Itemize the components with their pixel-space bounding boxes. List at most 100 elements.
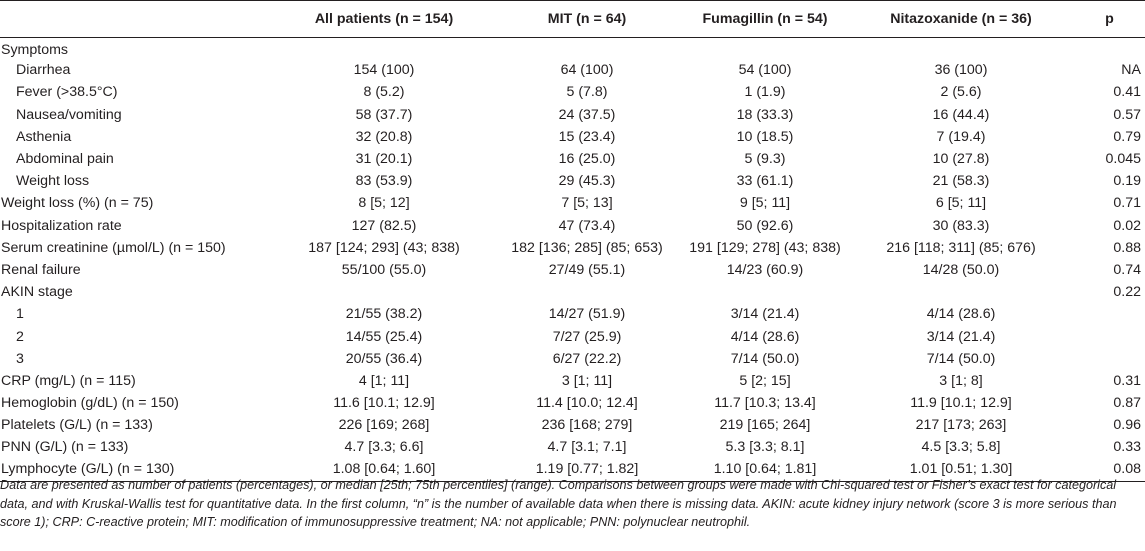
cell-mit: 15 (23.4) <box>558 128 616 145</box>
row-label: Abdominal pain <box>16 151 114 168</box>
cell-fumagillin: 14/23 (60.9) <box>726 261 804 278</box>
cell-fumagillin: 5 (9.3) <box>744 151 786 168</box>
cell-all-patients: 20/55 (36.4) <box>345 350 423 367</box>
cell-all-patients: 4 [1; 11] <box>358 372 410 389</box>
cell-nitazoxanide: 4.5 [3.3; 5.8] <box>921 439 1001 456</box>
cell-mit: 11.4 [10.0; 12.4] <box>536 395 638 412</box>
cell-p-value: 0.96 <box>1113 417 1141 434</box>
row-label: Lymphocyte (G/L) (n = 130) <box>1 461 175 478</box>
header-cell-mit: MIT (n = 64) <box>547 11 627 27</box>
cell-nitazoxanide: 1.01 [0.51; 1.30] <box>909 461 1013 478</box>
cell-mit: 47 (73.4) <box>558 217 616 234</box>
header-cell-fumagillin: Fumagillin (n = 54) <box>702 11 828 27</box>
cell-fumagillin: 1.10 [0.64; 1.81] <box>713 461 817 478</box>
row-label: Renal failure <box>1 261 81 278</box>
table-row: Diarrhea 154 (100) 64 (100) 54 (100) 36 (100… <box>0 60 1145 82</box>
table-row: AKIN stage 0.22 <box>0 282 1145 304</box>
cell-mit: 7/27 (25.9) <box>552 328 622 345</box>
cell-nitazoxanide: 36 (100) <box>934 62 988 79</box>
cell-fumagillin: 4/14 (28.6) <box>730 328 800 345</box>
row-label: Asthenia <box>16 128 72 145</box>
cell-fumagillin: 219 [165; 264] <box>719 417 811 434</box>
cell-p-value: 0.79 <box>1113 128 1141 145</box>
row-label: Diarrhea <box>16 62 71 79</box>
cell-p-value <box>1074 304 1145 326</box>
table-row: Fever (>38.5°C) 8 (5.2) 5 (7.8) 1 (1.9) 2 (5… <box>0 82 1145 104</box>
row-label: Symptoms <box>1 41 69 58</box>
cell-p-value: 0.31 <box>1113 372 1141 389</box>
row-label: Hemoglobin (g/dL) (n = 150) <box>1 395 179 412</box>
cell-mit: 182 [136; 285] (85; 653) <box>511 239 663 256</box>
cell-p-value: NA <box>1121 62 1141 79</box>
cell-fumagillin: 18 (33.3) <box>736 106 794 123</box>
table-row: Platelets (G/L) (n = 133) 226 [169; 268] 2… <box>0 415 1145 437</box>
cell-all-patients: 8 [5; 12] <box>358 195 410 212</box>
cell-mit: 236 [168; 279] <box>541 417 633 434</box>
table-body: Symptoms Diarrhea 154 (100) 64 (100) 54 (100… <box>0 38 1145 482</box>
cell-all-patients: 83 (53.9) <box>355 173 413 190</box>
table-row: 2 14/55 (25.4) 7/27 (25.9) 4/14 (28.6) 3/14 … <box>0 326 1145 348</box>
patient-characteristics-table: All patients (n = 154) MIT (n = 64) Fuma… <box>0 0 1145 482</box>
row-label: Serum creatinine (µmol/L) (n = 150) <box>1 239 226 256</box>
cell-nitazoxanide: 4/14 (28.6) <box>926 306 996 323</box>
cell-nitazoxanide: 3 [1; 8] <box>939 372 983 389</box>
cell-mit: 6/27 (22.2) <box>552 350 622 367</box>
cell-nitazoxanide <box>848 282 1074 304</box>
cell-all-patients <box>276 38 492 60</box>
cell-mit: 4.7 [3.1; 7.1] <box>547 439 627 456</box>
table-row: 1 21/55 (38.2) 14/27 (51.9) 3/14 (21.4) 4/14… <box>0 304 1145 326</box>
table-row: Hemoglobin (g/dL) (n = 150) 11.6 [10.1; 1… <box>0 393 1145 415</box>
cell-fumagillin: 3/14 (21.4) <box>730 306 800 323</box>
cell-mit: 24 (37.5) <box>558 106 616 123</box>
table-row: Serum creatinine (µmol/L) (n = 150) 187 [… <box>0 237 1145 259</box>
cell-fumagillin: 7/14 (50.0) <box>730 350 800 367</box>
cell-fumagillin <box>682 282 848 304</box>
cell-nitazoxanide: 7 (19.4) <box>936 128 986 145</box>
cell-fumagillin: 11.7 [10.3; 13.4] <box>714 395 816 412</box>
row-label: Weight loss <box>16 173 90 190</box>
cell-all-patients: 14/55 (25.4) <box>345 328 423 345</box>
cell-fumagillin: 54 (100) <box>738 62 792 79</box>
cell-fumagillin: 9 [5; 11] <box>739 195 791 212</box>
cell-all-patients: 8 (5.2) <box>363 84 405 101</box>
table-footnote: Data are presented as number of patients… <box>0 478 1117 529</box>
cell-nitazoxanide: 11.9 [10.1; 12.9] <box>910 395 1012 412</box>
table-row: Asthenia 32 (20.8) 15 (23.4) 10 (18.5) 7 (19… <box>0 126 1145 148</box>
cell-all-patients: 58 (37.7) <box>355 106 413 123</box>
cell-p-value: 0.02 <box>1113 217 1141 234</box>
header-cell-all-patients: All patients (n = 154) <box>314 11 454 27</box>
cell-p-value: 0.045 <box>1105 151 1141 168</box>
cell-nitazoxanide: 217 [173; 263] <box>915 417 1007 434</box>
cell-p-value <box>1074 348 1145 370</box>
cell-fumagillin: 33 (61.1) <box>736 173 794 190</box>
cell-mit: 3 [1; 11] <box>561 372 613 389</box>
row-label: 3 <box>16 350 24 367</box>
cell-all-patients: 127 (82.5) <box>351 217 417 234</box>
data-table-container: All patients (n = 154) MIT (n = 64) Fuma… <box>0 0 1145 482</box>
header-cell-label <box>0 1 276 38</box>
cell-all-patients: 32 (20.8) <box>355 128 413 145</box>
table-row: Abdominal pain 31 (20.1) 16 (25.0) 5 (9.3) 1… <box>0 148 1145 170</box>
row-label: Hospitalization rate <box>1 217 122 234</box>
cell-all-patients: 1.08 [0.64; 1.60] <box>332 461 436 478</box>
table-row: Weight loss (%) (n = 75) 8 [5; 12] 7 [5; 1… <box>0 193 1145 215</box>
cell-nitazoxanide: 216 [118; 311] (85; 676) <box>886 239 1036 256</box>
cell-mit <box>492 38 682 60</box>
header-row: All patients (n = 154) MIT (n = 64) Fuma… <box>0 0 1145 38</box>
cell-all-patients: 55/100 (55.0) <box>341 261 427 278</box>
cell-fumagillin: 10 (18.5) <box>736 128 794 145</box>
cell-p-value: 0.71 <box>1113 195 1141 212</box>
header-cell-nitazoxanide: Nitazoxanide (n = 36) <box>890 11 1032 27</box>
cell-fumagillin: 5.3 [3.3; 8.1] <box>725 439 805 456</box>
cell-p-value: 0.74 <box>1113 261 1141 278</box>
cell-nitazoxanide: 16 (44.4) <box>932 106 990 123</box>
header-cell-p-value: p <box>1105 11 1114 27</box>
cell-p-value: 0.08 <box>1113 461 1141 478</box>
cell-nitazoxanide: 6 [5; 11] <box>935 195 987 212</box>
cell-all-patients: 4.7 [3.3; 6.6] <box>344 439 424 456</box>
cell-nitazoxanide: 21 (58.3) <box>932 173 990 190</box>
cell-mit: 16 (25.0) <box>558 151 616 168</box>
row-label: 2 <box>16 328 24 345</box>
cell-all-patients: 187 [124; 293] (43; 838) <box>308 239 460 256</box>
cell-mit <box>492 282 682 304</box>
